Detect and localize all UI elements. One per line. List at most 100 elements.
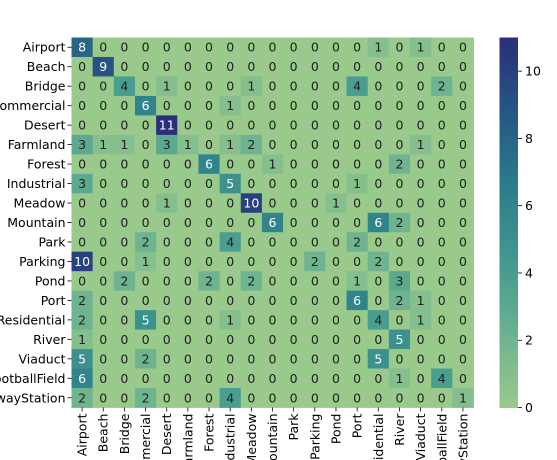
colorbar-segment [499, 178, 518, 183]
cell-value-label: 0 [120, 59, 128, 74]
heatmap-cell [134, 251, 157, 272]
colorbar-tick-label: 6 [525, 198, 533, 213]
colorbar-segment [499, 404, 518, 409]
cell-value-label: 0 [205, 98, 213, 113]
heatmap-cell [92, 76, 115, 97]
heatmap-cell [410, 115, 432, 136]
cell-value-label: 0 [226, 157, 234, 172]
heatmap-cell [346, 388, 369, 408]
cell-value-label: 0 [226, 59, 234, 74]
cell-value-label: 0 [247, 176, 255, 191]
cell-value-label: 0 [395, 390, 403, 405]
heatmap-cell [452, 232, 474, 253]
cell-value-label: 0 [374, 196, 382, 211]
heatmap-cell [240, 115, 263, 136]
cell-value-label: 2 [78, 390, 86, 405]
cell-value-label: 0 [120, 254, 128, 269]
cell-value-label: 0 [311, 40, 319, 55]
heatmap-cell [304, 193, 326, 214]
heatmap-cell [219, 95, 242, 116]
cell-value-label: 0 [247, 215, 255, 230]
colorbar-segment [499, 400, 518, 405]
heatmap-cell [388, 251, 411, 272]
heatmap-cell [452, 212, 474, 233]
cell-value-label: 1 [269, 157, 277, 172]
cell-value-label: 0 [247, 254, 255, 269]
colorbar-segment [499, 306, 518, 311]
heatmap-cell [134, 349, 157, 369]
heatmap-cell [134, 115, 157, 136]
cell-value-label: 0 [290, 390, 298, 405]
colorbar-segment [499, 50, 518, 55]
heatmap-cell [261, 154, 284, 175]
heatmap-cell [388, 95, 411, 116]
colorbar-segment [499, 205, 518, 210]
heatmap-cell [431, 76, 453, 97]
cell-value-label: 0 [459, 118, 467, 133]
cell-value-label: 0 [374, 98, 382, 113]
cell-value-label: 0 [353, 118, 361, 133]
heatmap-cell [388, 76, 411, 97]
cell-value-label: 0 [226, 351, 234, 366]
cell-value-label: 6 [142, 98, 150, 113]
cell-value-label: 0 [163, 312, 171, 327]
cell-value-label: 1 [417, 137, 425, 152]
row-tick-label: River [33, 332, 66, 347]
cell-value-label: 0 [290, 254, 298, 269]
colorbar-segment [499, 225, 518, 230]
heatmap-cell [134, 134, 157, 155]
cell-value-label: 0 [226, 40, 234, 55]
heatmap-cell [431, 56, 453, 77]
heatmap-cell [431, 349, 453, 369]
heatmap-cell [431, 368, 453, 389]
colorbar-segment [499, 67, 518, 72]
heatmap-cell [198, 154, 221, 175]
cell-value-label: 0 [353, 157, 361, 172]
heatmap-cell [367, 193, 390, 214]
cell-value-label: 0 [332, 59, 340, 74]
cell-value-label: 11 [159, 118, 175, 133]
heatmap-cell [240, 388, 263, 408]
colorbar-segment [499, 161, 518, 166]
cell-value-label: 0 [374, 390, 382, 405]
cell-value-label: 0 [269, 293, 277, 308]
cell-value-label: 0 [120, 118, 128, 133]
cell-value-label: 0 [205, 332, 213, 347]
row-tick-label: Viaduct [18, 351, 65, 366]
heatmap-cell [431, 193, 453, 214]
heatmap-cell [198, 251, 221, 272]
cell-value-label: 0 [290, 157, 298, 172]
heatmap-cell [71, 388, 94, 408]
colorbar-segment [499, 192, 518, 197]
heatmap-cell [261, 56, 284, 77]
heatmap-cell [325, 349, 347, 369]
heatmap-cell [452, 349, 474, 369]
colorbar-segment [499, 212, 518, 217]
heatmap-cell [113, 388, 136, 408]
heatmap-cell [346, 76, 369, 97]
cell-value-label: 2 [374, 254, 382, 269]
heatmap-cell [325, 115, 347, 136]
heatmap-cell [92, 37, 115, 58]
cell-value-label: 0 [184, 157, 192, 172]
cell-value-label: 0 [438, 137, 446, 152]
colorbar-segment [499, 279, 518, 284]
colorbar-segment [499, 340, 518, 345]
heatmap-cell [177, 349, 199, 369]
cell-value-label: 5 [226, 176, 234, 191]
cell-value-label: 0 [247, 371, 255, 386]
heatmap-cell [388, 232, 411, 253]
heatmap-cell [134, 329, 157, 350]
heatmap-cell [388, 173, 411, 194]
heatmap-cell [325, 388, 347, 408]
heatmap-cell [388, 310, 411, 331]
cell-value-label: 0 [99, 371, 107, 386]
cell-value-label: 0 [290, 351, 298, 366]
heatmap-cell [388, 368, 411, 389]
cell-value-label: 0 [269, 196, 277, 211]
cell-value-label: 2 [395, 293, 403, 308]
heatmap-cell [283, 232, 305, 253]
cell-value-label: 0 [78, 59, 86, 74]
colorbar-segment [499, 124, 518, 129]
cell-value-label: 0 [395, 118, 403, 133]
